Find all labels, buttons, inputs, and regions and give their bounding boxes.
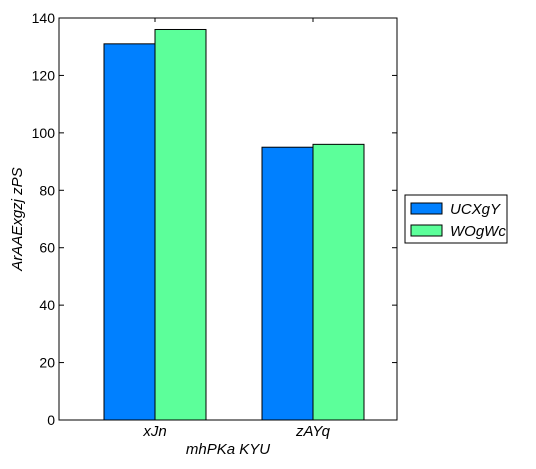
x-tick-label: zAYq [295,423,331,440]
bar-WOgWc-zAYq [312,143,365,421]
legend-label-UCXgY: UCXgY [450,201,501,218]
y-tick-label: 40 [39,297,55,313]
legend: UCXgY WOgWc [404,194,508,244]
legend-label-WOgWc: WOgWc [450,223,506,240]
y-tick-label: 20 [39,355,55,371]
y-axis-title: ArAAExgzj zPS [9,167,26,271]
bar-WOgWc-xJn [154,28,207,421]
plot-area: xJn zAYq 0 20 40 60 80 100 120 140 [32,10,398,440]
y-tick-label: 0 [47,412,55,428]
x-axis-title: mhPKa KYU [186,441,270,458]
legend-swatch-WOgWc [410,224,443,237]
x-tick-label: xJn [142,423,166,440]
bar-UCXgY-xJn [103,43,156,421]
y-tick-label: 80 [39,182,55,198]
y-tick-label: 120 [32,67,56,83]
plot-frame [58,17,398,421]
bar-UCXgY-zAYq [261,146,314,421]
y-tick-label: 60 [39,240,55,256]
y-tick-label: 140 [32,10,56,26]
legend-swatch-UCXgY [410,202,443,215]
y-tick-label: 100 [32,125,56,141]
